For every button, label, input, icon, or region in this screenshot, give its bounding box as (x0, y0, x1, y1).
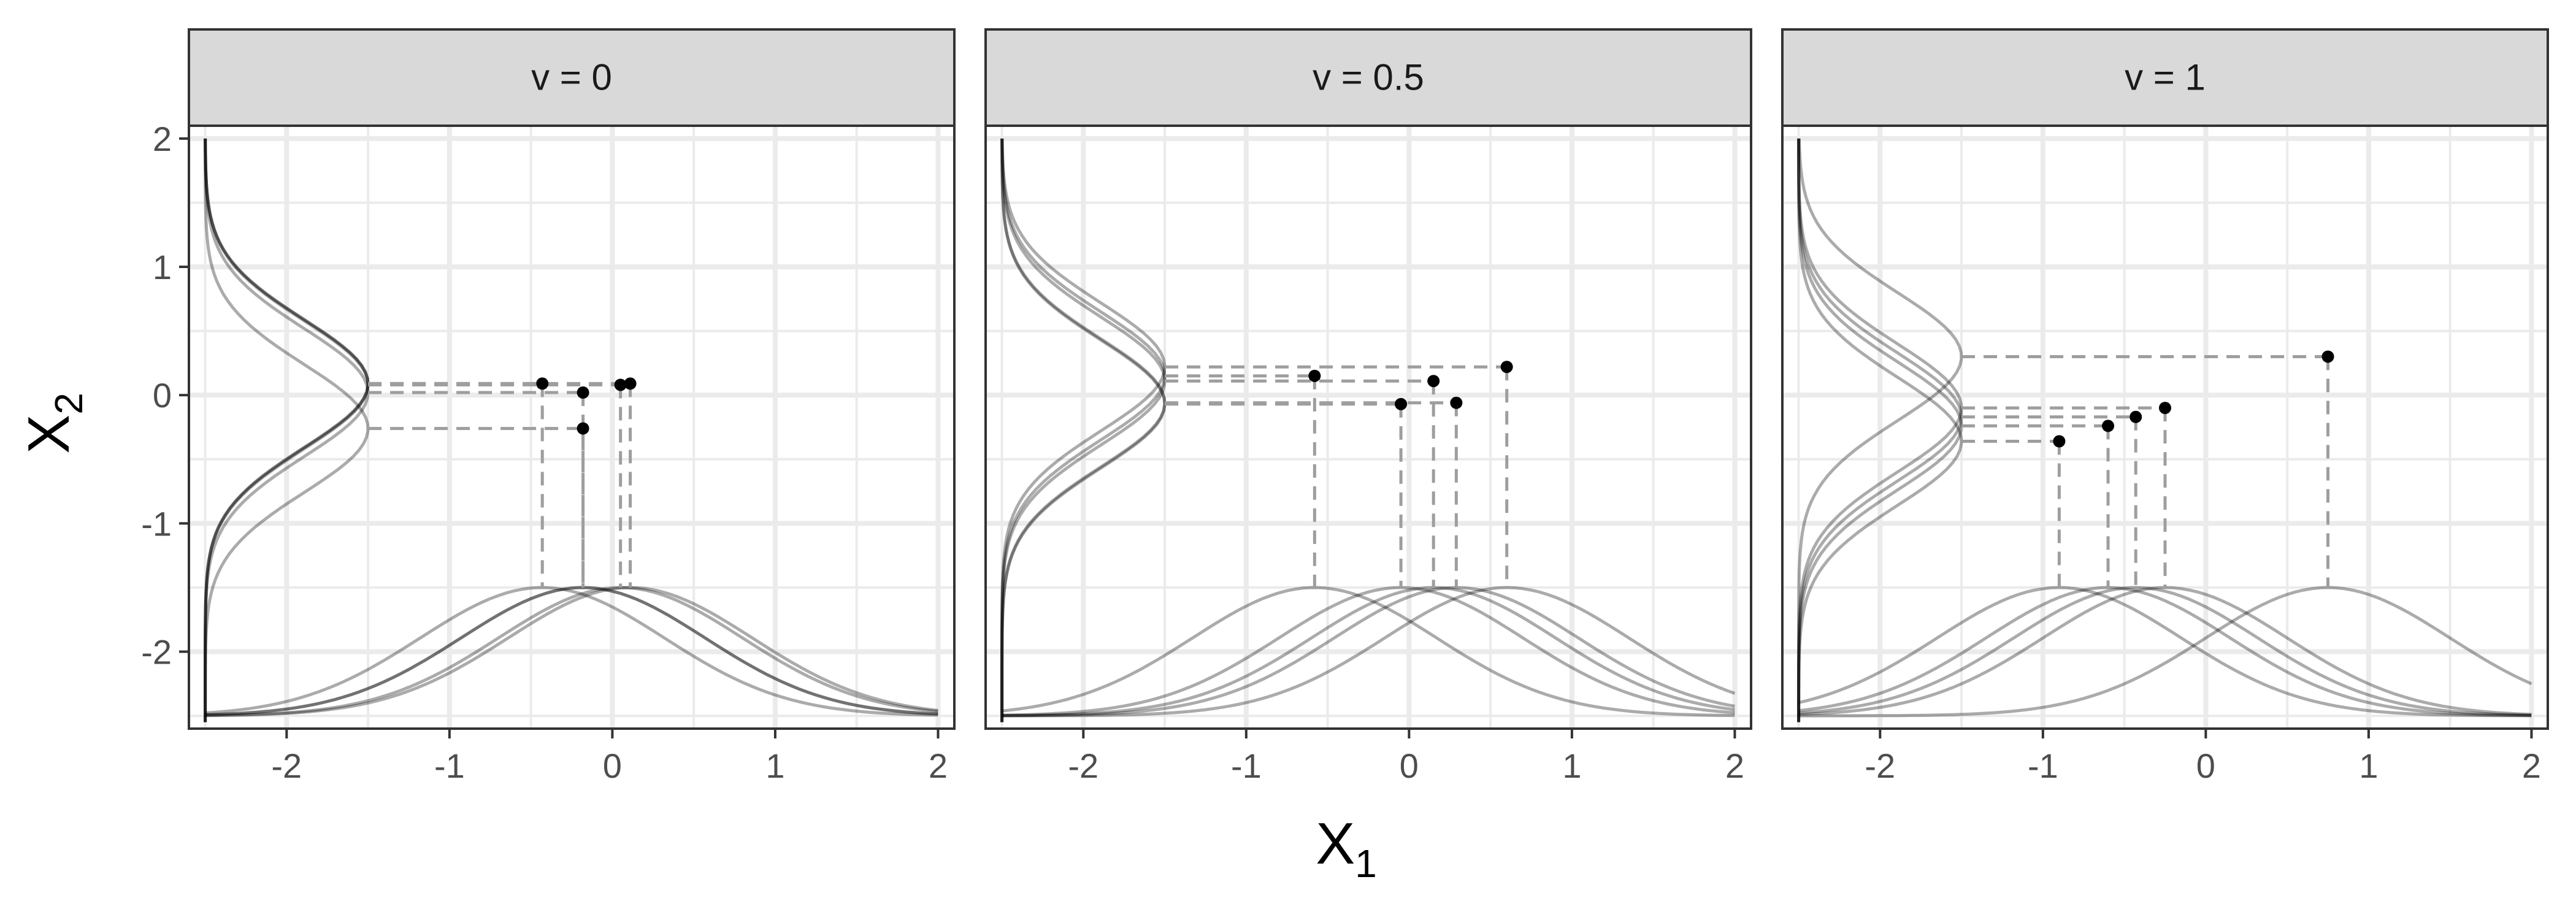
density-curve-x2 (204, 138, 370, 723)
density-curve-x1 (1002, 586, 1735, 718)
density-curve-x1 (205, 586, 938, 717)
x-tick-label: -1 (434, 746, 465, 785)
x-tick-label: 1 (1562, 746, 1581, 785)
x-tick-label: -2 (271, 746, 302, 785)
panel-strip-label: v = 0.5 (1313, 57, 1424, 98)
x-tick-label: 2 (929, 746, 948, 785)
grid-layer (189, 126, 2548, 729)
data-point (1500, 361, 1513, 374)
y-axis-title-subscript: 2 (47, 393, 91, 415)
data-point (1427, 375, 1440, 388)
curve-layer (204, 138, 2532, 723)
density-curve-x2 (1000, 138, 1167, 723)
density-curve-x1 (1798, 586, 2532, 717)
tick-layer: -2 -1 0 1 2 -2 -1 0 1 2 -2 -1 0 1 2 -2 -1 0 1 2 (141, 120, 2541, 785)
panel-strip (1781, 28, 2549, 127)
x-tick-label: 0 (603, 746, 622, 785)
data-point (2159, 402, 2171, 415)
panel-border (1781, 125, 2549, 730)
x-axis-title-subscript: 1 (1355, 841, 1377, 886)
data-point (577, 422, 589, 435)
density-curve-x2 (1797, 138, 1963, 723)
density-curve-x1 (205, 586, 938, 718)
density-curve-x1 (1002, 586, 1735, 717)
density-curve-x2 (1797, 138, 1963, 723)
data-point (1308, 369, 1321, 382)
y-axis-title: X2 (16, 393, 91, 454)
density-curve-x2 (1000, 138, 1167, 723)
data-point (577, 386, 589, 399)
data-point (614, 378, 627, 391)
density-curve-x2 (204, 138, 370, 723)
y-tick-label: -2 (141, 633, 172, 672)
x-tick-label: 2 (1725, 746, 1744, 785)
x-tick-label: 0 (1400, 746, 1419, 785)
x-tick-label: -1 (1231, 746, 1262, 785)
data-point (624, 377, 637, 390)
density-curve-x1 (1002, 586, 1736, 718)
x-axis-title: X1 (1316, 811, 1377, 886)
density-curve-x2 (1797, 138, 1963, 723)
y-tick-label: -1 (141, 504, 172, 543)
x-tick-label: -1 (2028, 746, 2058, 785)
density-curve-x1 (1798, 586, 2532, 718)
density-curve-x2 (1797, 138, 1963, 723)
y-tick-label: 1 (153, 248, 172, 286)
data-point (1450, 396, 1463, 409)
data-point (536, 377, 549, 390)
y-tick-label: 2 (153, 120, 172, 158)
panel-strip-label: v = 1 (2125, 57, 2206, 98)
data-point (2321, 350, 2334, 363)
density-curve-x1 (1798, 586, 2532, 718)
density-curve-x2 (1000, 138, 1167, 723)
density-curve-x2 (1797, 138, 1963, 723)
x-tick-label: 1 (765, 746, 784, 785)
x-tick-label: -2 (1865, 746, 1895, 785)
density-curve-x1 (205, 586, 938, 716)
density-curve-x1 (205, 586, 938, 717)
density-curve-x2 (1000, 138, 1167, 723)
data-point (1395, 397, 1408, 410)
density-curve-x1 (1002, 586, 1735, 717)
density-curve-x2 (204, 138, 370, 723)
point-layer (536, 350, 2334, 448)
y-axis-title-main: X (16, 415, 82, 454)
panel-strip (188, 28, 956, 127)
dash-layer (368, 355, 2330, 588)
x-axis-title-main: X (1316, 811, 1355, 876)
data-point (2102, 420, 2115, 432)
density-curve-x1 (1002, 586, 1735, 718)
density-curve-x1 (1798, 586, 2532, 718)
density-curve-x1 (205, 586, 938, 716)
density-curve-x2 (204, 138, 370, 723)
data-point (2129, 410, 2142, 423)
panel-strip (984, 28, 1752, 127)
x-tick-label: 0 (2196, 746, 2215, 785)
panel-border (984, 125, 1752, 730)
frame-layer (188, 125, 2549, 730)
strip-layer: v = 0 v = 0.5 v = 1 (188, 28, 2549, 127)
density-curve-x2 (1000, 138, 1167, 723)
x-tick-label: 2 (2522, 746, 2541, 785)
x-tick-label: 1 (2359, 746, 2378, 785)
data-point (2053, 435, 2066, 448)
x-tick-label: -2 (1068, 746, 1098, 785)
panel-strip-label: v = 0 (531, 57, 612, 98)
density-curve-x2 (204, 138, 370, 723)
y-tick-label: 0 (153, 376, 172, 415)
